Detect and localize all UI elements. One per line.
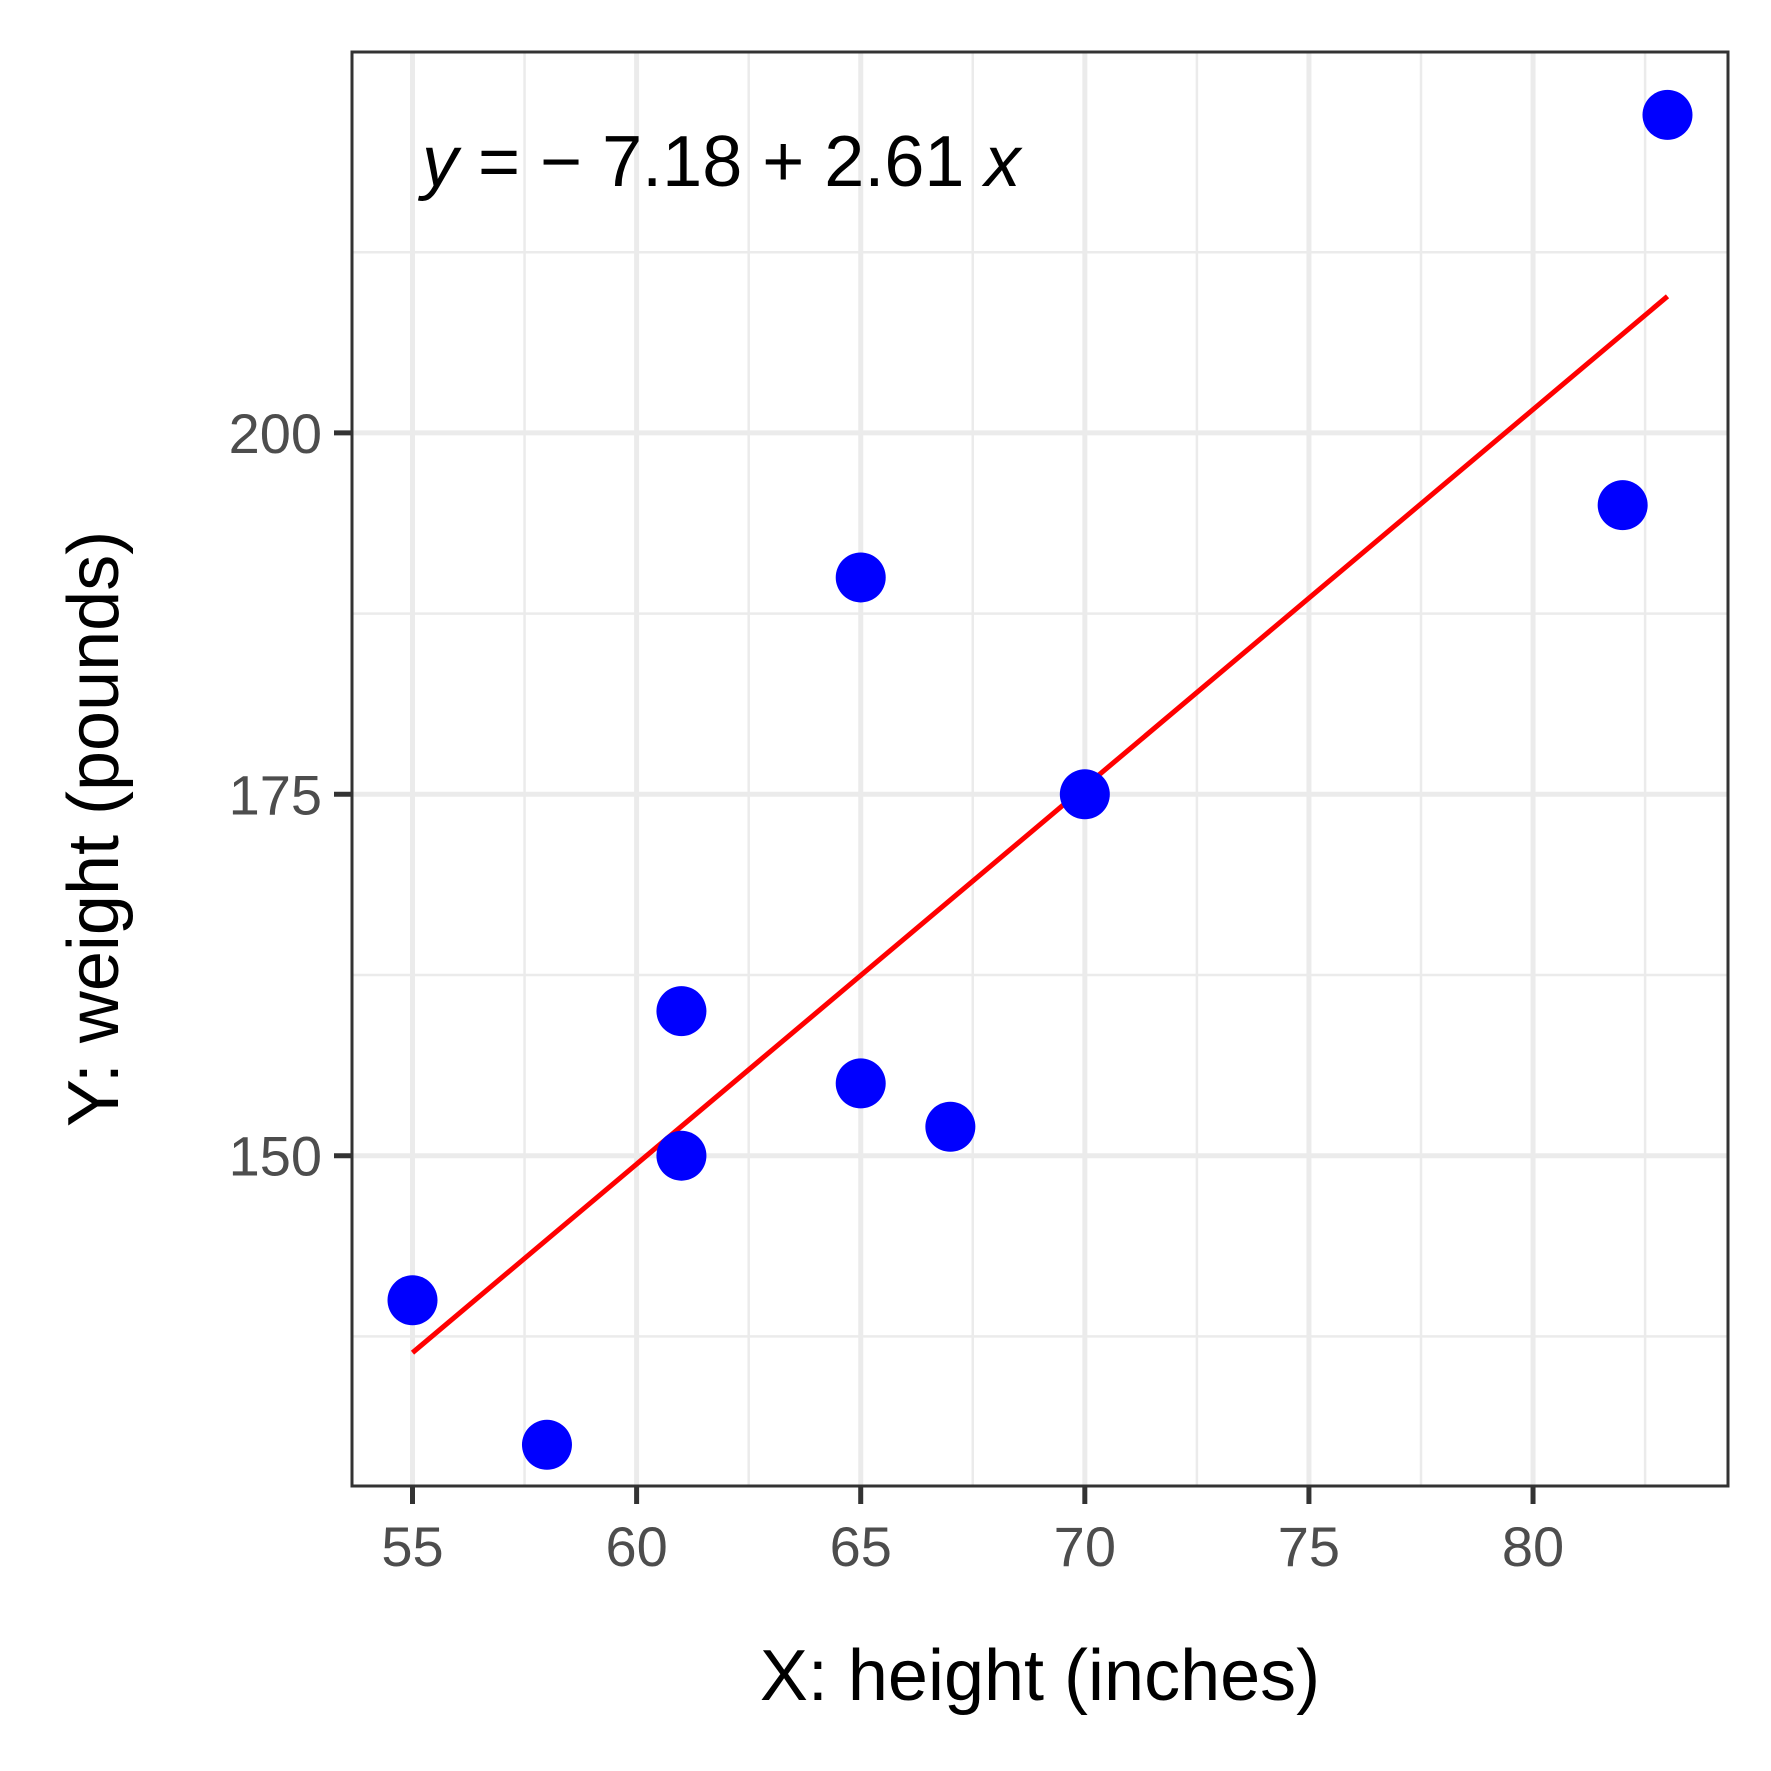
major-gridlines [352,52,1728,1486]
y-tick-label: 175 [229,763,322,826]
x-tick-label: 80 [1502,1515,1564,1578]
x-tick-label: 75 [1278,1515,1340,1578]
x-axis: 55 60 65 70 75 80 [381,1486,1564,1578]
x-tick-label: 70 [1054,1515,1116,1578]
data-point [1642,89,1693,140]
data-point [656,986,707,1037]
y-tick-label: 150 [229,1125,322,1188]
y-tick-label: 200 [229,402,322,465]
data-point [656,1130,707,1181]
data-point [521,1419,572,1470]
data-point [835,552,886,603]
regression-equation: y = − 7.18 + 2.61 x [417,122,1023,202]
x-tick-label: 55 [381,1515,443,1578]
x-axis-title: X: height (inches) [760,1636,1320,1716]
y-axis: 150 175 200 [229,402,352,1188]
data-point [925,1101,976,1152]
x-tick-label: 65 [830,1515,892,1578]
data-point [1597,480,1648,531]
minor-gridlines [352,52,1728,1486]
panel-border [350,50,1730,1488]
data-point [1059,769,1110,820]
y-axis-title: Y: weight (pounds) [54,531,134,1127]
data-point [835,1058,886,1109]
data-point [387,1275,438,1326]
equation-variable: x [981,122,1023,202]
regression-line [410,294,1670,1355]
fit-line-layer [410,294,1670,1355]
points-layer [387,89,1693,1470]
equation-terms: = − 7.18 + 2.61 [458,122,984,202]
x-tick-label: 60 [605,1515,667,1578]
equation-variable: y [417,122,462,202]
